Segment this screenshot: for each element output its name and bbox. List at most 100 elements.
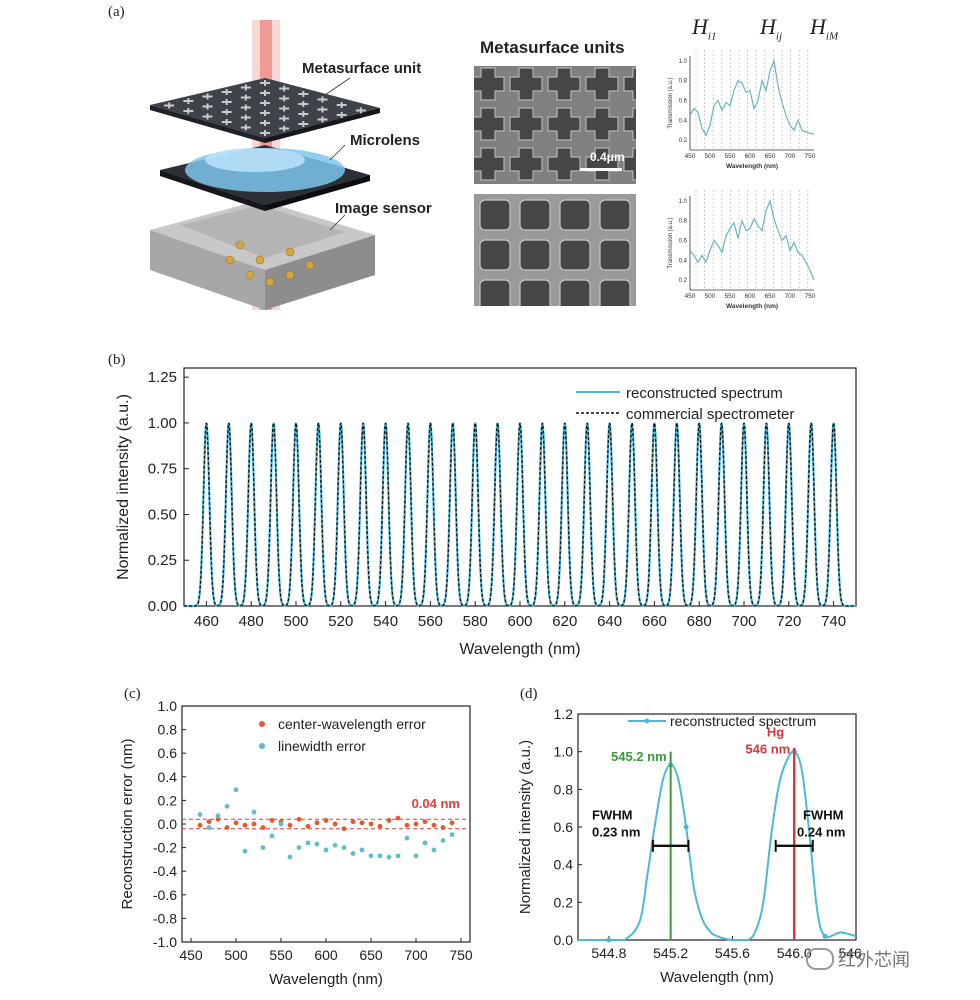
linewidth-error-point — [332, 842, 338, 848]
red-line-label-2: 546 nm — [745, 742, 790, 757]
center-error-point — [242, 822, 248, 828]
x-tick-label: 640 — [597, 613, 622, 630]
x-tick-label: 546.0 — [777, 945, 812, 961]
y-tick-label: 0.8 — [158, 722, 178, 738]
y-tick-label: 0.0 — [158, 816, 178, 832]
x-tick-label: 620 — [552, 613, 577, 630]
center-error-point — [449, 820, 455, 826]
y-axis-label: Normalized intensity (a.u.) — [517, 740, 534, 914]
x-tick-label: 520 — [328, 613, 353, 630]
x-tick-label: 580 — [463, 613, 488, 630]
linewidth-error-point — [224, 803, 230, 809]
mini-y-axis-label: Transmission (a.u.) — [668, 217, 674, 268]
mini-y-tick-label: 0.4 — [679, 258, 688, 264]
mini-x-tick-label: 550 — [725, 153, 736, 160]
center-error-point — [224, 825, 230, 830]
center-error-point — [233, 820, 239, 826]
y-tick-label: 0.4 — [158, 769, 178, 785]
y-tick-label: 0.25 — [148, 552, 177, 569]
x-axis-label: Wavelength (nm) — [269, 971, 383, 988]
fwhm-right-label-2: 0.24 nm — [797, 824, 845, 839]
linewidth-error-point — [278, 821, 284, 827]
y-tick-label: 0.2 — [554, 894, 574, 910]
mini-x-tick-label: 700 — [785, 293, 796, 300]
mini-x-tick-label: 600 — [745, 293, 756, 300]
panel-d-label: (d) — [520, 686, 538, 702]
x-tick-label: 500 — [283, 613, 308, 630]
chart-b-frame — [183, 367, 857, 607]
linewidth-error-point — [350, 851, 356, 856]
center-error-point — [395, 815, 401, 821]
mini-y-tick-label: 0.6 — [679, 239, 688, 245]
sem-image-squares — [474, 194, 636, 306]
mini-y-tick-label: 0.8 — [679, 219, 688, 225]
x-tick-label: 540 — [373, 613, 398, 630]
y-tick-label: 1.0 — [158, 698, 178, 714]
linewidth-error-point — [449, 832, 455, 838]
mini-y-tick-label: 0.2 — [679, 278, 688, 284]
y-axis-label: Reconstruction error (nm) — [119, 739, 136, 910]
linewidth-error-point — [233, 787, 239, 793]
x-tick-label: 545.2 — [653, 945, 688, 961]
panel-c-label: (c) — [124, 686, 141, 702]
center-error-point — [215, 816, 221, 822]
center-error-point — [332, 821, 338, 827]
mini-x-tick-label: 750 — [805, 153, 816, 160]
reconstructed-spectrum-line — [184, 422, 856, 608]
mini-x-tick-label: 600 — [745, 153, 756, 160]
linewidth-error-point — [431, 847, 437, 853]
linewidth-error-point — [260, 845, 266, 850]
x-axis-label: Wavelength (nm) — [660, 969, 774, 986]
y-axis-label: Normalized intensity (a.u.) — [115, 394, 132, 580]
panel-a-label: (a) — [108, 4, 125, 20]
y-tick-label: 0.00 — [148, 598, 177, 615]
fwhm-left-label-1: FWHM — [592, 807, 632, 822]
legend-center-label: center-wavelength error — [278, 716, 426, 732]
y-tick-label: -0.2 — [153, 840, 177, 856]
x-tick-label: 600 — [314, 947, 338, 963]
chart-d: 0.0 0.2 0.4 0.6 0.8 1.0 1.2 544.8 545.2 545.6 546.… — [517, 706, 862, 986]
center-error-point — [251, 821, 257, 827]
linewidth-error-point — [323, 847, 329, 853]
center-error-point — [323, 818, 329, 823]
y-tick-label: 0.4 — [554, 857, 574, 873]
marker-h-im: HiM — [810, 14, 839, 43]
center-error-point — [386, 818, 392, 823]
center-error-point — [260, 825, 266, 830]
commercial-spectrometer-line — [184, 422, 856, 607]
mini-y-tick-label: 0.2 — [679, 138, 688, 144]
linewidth-error-point — [440, 838, 446, 843]
x-tick-label: 550 — [269, 947, 293, 963]
center-error-point — [287, 822, 293, 828]
x-tick-label: 740 — [821, 613, 846, 630]
x-tick-label: 560 — [418, 613, 443, 630]
threshold-label: 0.04 nm — [412, 796, 460, 811]
legend-commercial-label: commercial spectrometer — [626, 406, 794, 423]
linewidth-error-point — [359, 847, 365, 853]
center-error-point — [206, 819, 212, 825]
linewidth-error-point — [269, 833, 275, 839]
x-tick-label: 450 — [179, 947, 203, 963]
x-tick-label: 600 — [507, 613, 532, 630]
mini-y-tick-label: 0.6 — [679, 99, 688, 105]
green-line-label: 545.2 nm — [611, 749, 667, 764]
center-error-point — [341, 826, 347, 832]
sem-image-crosses — [474, 66, 636, 184]
y-tick-label: -0.6 — [153, 887, 177, 903]
x-tick-label: 660 — [642, 613, 667, 630]
sem-title: Metasurface units — [480, 38, 625, 57]
legend-linewidth-label: linewidth error — [278, 738, 366, 754]
mini-y-tick-label: 0.8 — [679, 79, 688, 85]
legend-marker — [644, 718, 650, 724]
center-error-point — [359, 820, 365, 826]
mini-x-tick-label: 750 — [805, 293, 816, 300]
x-tick-label: 546.4 — [838, 945, 862, 961]
y-tick-label: 0.0 — [554, 932, 574, 948]
legend-reconstructed-label: reconstructed spectrum — [626, 385, 783, 402]
y-tick-label: -0.4 — [153, 863, 177, 879]
center-error-point — [296, 816, 302, 822]
mini-y-tick-label: 1.0 — [679, 59, 688, 65]
label-metasurface-unit: Metasurface unit — [302, 60, 422, 77]
x-tick-label: 480 — [239, 613, 264, 630]
linewidth-error-point — [287, 854, 293, 860]
